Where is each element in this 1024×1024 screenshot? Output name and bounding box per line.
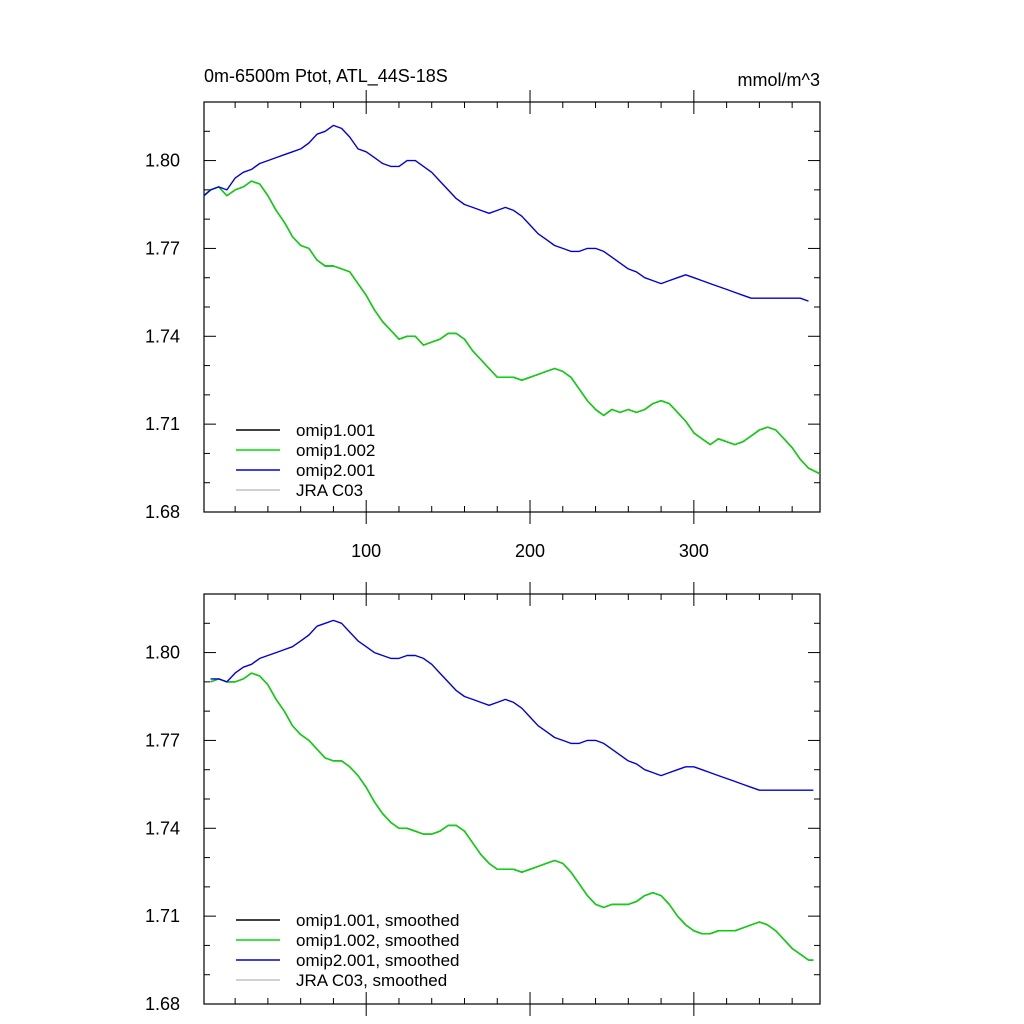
legend-label: omip2.001, smoothed <box>296 951 460 970</box>
series-line-2 <box>203 124 809 302</box>
top-chart-panel: 0m-6500m Ptot, ATL_44S-18S mmol/m^3 1.68… <box>145 66 821 561</box>
y-tick-label: 1.74 <box>145 326 180 346</box>
y-tick-label: 1.74 <box>145 818 180 838</box>
top-chart-units: mmol/m^3 <box>738 70 820 90</box>
legend-label: JRA C03 <box>296 481 363 500</box>
legend-label: JRA C03, smoothed <box>296 971 447 990</box>
y-tick-label: 1.77 <box>145 730 180 750</box>
x-tick-label: 300 <box>679 541 709 561</box>
y-tick-label: 1.68 <box>145 502 180 522</box>
bottom-chart-panel: 1.68 1.71 1.74 1.77 1.80 omip1.001, smoothed… <box>145 582 821 1016</box>
legend-label: omip1.001, smoothed <box>296 911 460 930</box>
y-tick-label: 1.71 <box>145 906 180 926</box>
legend-label: omip1.002, smoothed <box>296 931 460 950</box>
series-line-1 <box>210 672 814 961</box>
top-chart-lines <box>203 124 821 475</box>
x-tick-label: 200 <box>515 541 545 561</box>
series-line-1 <box>203 180 821 475</box>
y-tick-label: 1.68 <box>145 994 180 1014</box>
top-chart-title: 0m-6500m Ptot, ATL_44S-18S <box>204 66 448 87</box>
y-tick-label: 1.77 <box>145 238 180 258</box>
series-line-2 <box>210 619 814 791</box>
y-tick-label: 1.71 <box>145 414 180 434</box>
top-chart-axes: 1.68 1.71 1.74 1.77 1.80 100 200 300 <box>145 90 821 561</box>
y-tick-label: 1.80 <box>145 643 180 663</box>
legend-label: omip1.002 <box>296 441 375 460</box>
legend-label: omip2.001 <box>296 461 375 480</box>
bottom-chart-lines <box>210 619 814 961</box>
legend-label: omip1.001 <box>296 421 375 440</box>
y-tick-label: 1.80 <box>145 151 180 171</box>
x-tick-label: 100 <box>351 541 381 561</box>
bottom-chart-axes: 1.68 1.71 1.74 1.77 1.80 <box>145 582 821 1016</box>
